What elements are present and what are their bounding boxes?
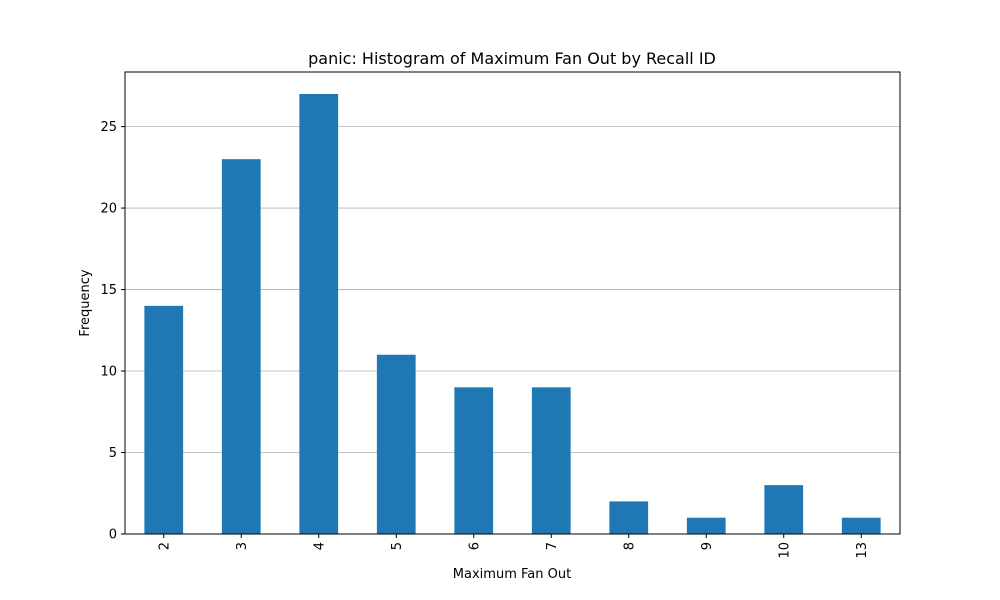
y-tick-label: 20 — [100, 202, 117, 217]
x-tick-label: 10 — [777, 542, 792, 559]
x-axis: 2 3 4 5 6 7 8 9 10 13 — [157, 534, 870, 559]
x-tick-label: 13 — [855, 542, 870, 559]
x-tick-label: 3 — [235, 542, 250, 550]
y-tick-label: 5 — [109, 446, 117, 461]
bar — [376, 354, 416, 534]
x-axis-label: Maximum Fan Out — [453, 567, 571, 582]
y-tick-label: 10 — [100, 365, 117, 380]
x-tick-label: 2 — [157, 542, 172, 550]
y-axis: 0 5 10 15 20 25 — [100, 120, 125, 543]
x-tick-label: 6 — [467, 542, 482, 550]
x-tick-label: 4 — [312, 542, 327, 550]
plot-frame — [124, 71, 901, 535]
y-tick-label: 0 — [109, 528, 117, 543]
bar — [841, 517, 881, 534]
bar — [144, 305, 184, 534]
bar — [531, 387, 571, 534]
chart-title: panic: Histogram of Maximum Fan Out by R… — [308, 49, 716, 68]
bars — [144, 94, 881, 534]
y-axis-label: Frequency — [78, 269, 93, 336]
bar — [609, 501, 649, 534]
bar — [221, 159, 261, 534]
bar — [764, 485, 804, 534]
x-tick-label: 9 — [700, 542, 715, 550]
bar — [299, 94, 339, 534]
x-tick-label: 8 — [622, 542, 637, 550]
x-tick-label: 5 — [390, 542, 405, 550]
bar — [686, 517, 726, 534]
x-tick-label: 7 — [545, 542, 560, 550]
y-tick-label: 15 — [100, 283, 117, 298]
y-tick-label: 25 — [100, 120, 117, 135]
bar — [454, 387, 494, 534]
